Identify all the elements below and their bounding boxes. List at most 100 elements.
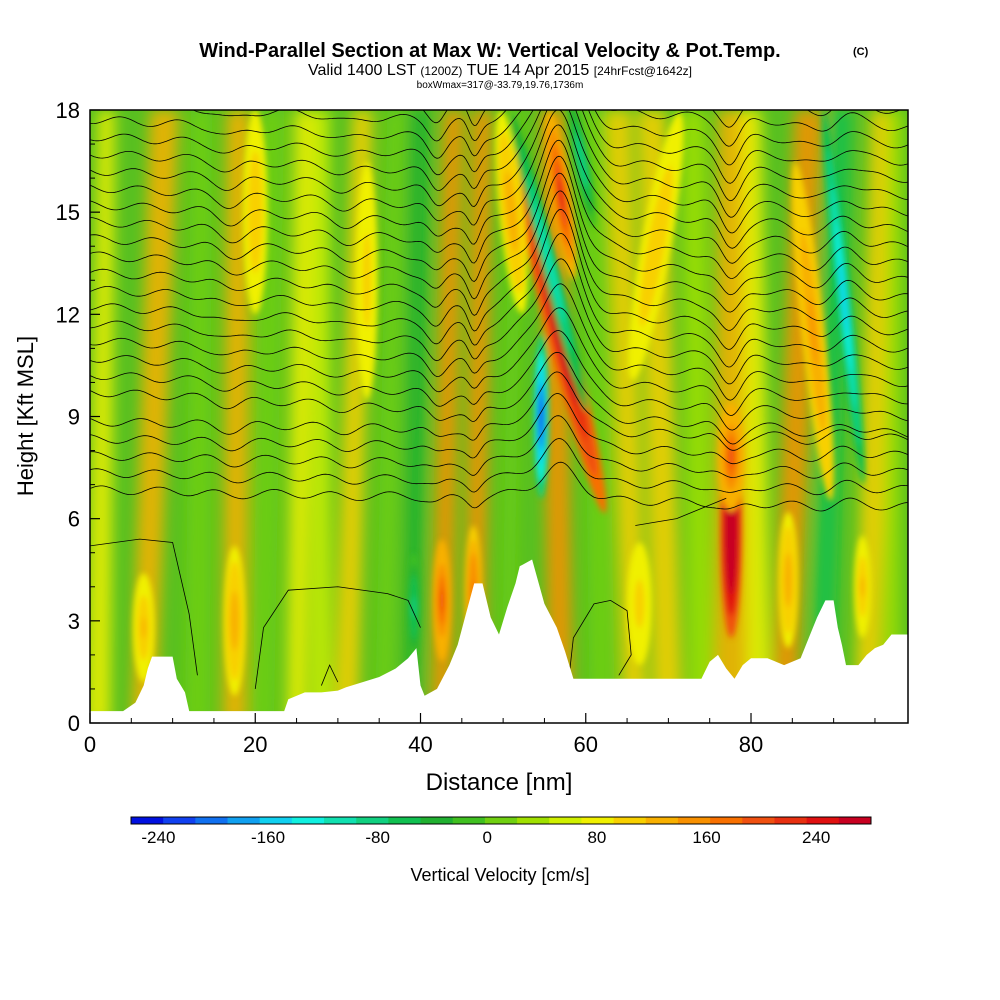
theta-contour	[90, 155, 908, 296]
velocity-band	[740, 110, 772, 723]
colorbar-swatch	[195, 817, 229, 824]
velocity-core	[364, 256, 369, 305]
plot-area	[90, 110, 908, 723]
velocity-band	[680, 110, 714, 723]
y-tick-label: 18	[56, 98, 80, 123]
theta-contour	[90, 461, 908, 512]
theta-contour	[90, 172, 908, 313]
velocity-band	[131, 110, 179, 723]
velocity-core	[232, 605, 237, 636]
colorbar-swatch	[324, 817, 357, 824]
colorbar: -240 -160 -80 0 80 160 240	[130, 816, 872, 847]
velocity-core	[252, 191, 258, 233]
potential-temperature-contours	[90, 110, 908, 689]
velocity-core	[839, 260, 848, 335]
theta-contour	[90, 283, 908, 401]
colorbar-swatch	[838, 817, 872, 824]
colorbar-swatch	[742, 817, 775, 824]
colorbar-frame	[130, 816, 872, 825]
velocity-core	[141, 616, 146, 639]
colorbar-label: Vertical Velocity [cm/s]	[410, 865, 589, 885]
theta-contour	[90, 110, 908, 218]
colorbar-swatch	[677, 817, 711, 824]
theta-contour	[90, 351, 908, 445]
theta-contour	[90, 371, 908, 451]
theta-contour	[90, 393, 908, 465]
theta-contour	[90, 110, 908, 249]
x-axis: 0 20 40 60 80	[84, 713, 876, 757]
colorbar-swatch	[356, 817, 389, 824]
colorbar-swatch	[420, 817, 454, 824]
velocity-core	[860, 576, 865, 597]
colorbar-swatch	[163, 817, 196, 824]
velocity-core	[539, 400, 544, 433]
x-tick-label: 40	[408, 732, 432, 757]
velocity-core	[650, 219, 662, 274]
y-axis: 0 3 6 9 12 15 18	[56, 98, 100, 736]
velocity-core	[786, 566, 791, 594]
theta-contour	[254, 586, 421, 689]
valid-time-utc: (1200Z)	[420, 64, 462, 78]
colorbar-swatch	[388, 817, 422, 824]
theta-contour	[192, 110, 908, 166]
valid-date: TUE 14 Apr 2015	[467, 62, 590, 79]
theta-contour	[90, 330, 908, 431]
colorbar-swatch	[452, 817, 486, 824]
x-tick-label: 0	[84, 732, 96, 757]
terrain	[90, 559, 908, 723]
colorbar-tick-label: -160	[251, 828, 285, 847]
colorbar-swatch	[484, 817, 518, 824]
theta-contour	[90, 258, 908, 385]
colorbar-tick-label: 240	[802, 828, 830, 847]
velocity-core	[557, 178, 565, 213]
velocity-band	[883, 110, 904, 723]
velocity-core	[729, 507, 734, 551]
colorbar-tick-label: 0	[483, 828, 492, 847]
velocity-band	[286, 110, 316, 723]
velocity-core	[508, 191, 515, 233]
velocity-core	[636, 591, 642, 617]
theta-contour	[90, 110, 908, 234]
y-tick-label: 9	[68, 405, 80, 430]
colorbar-swatch	[581, 817, 615, 824]
x-axis-label: Distance [nm]	[426, 769, 573, 796]
colorbar-swatch	[613, 817, 647, 824]
colorbar-swatch	[131, 817, 164, 824]
theta-contour	[90, 307, 908, 416]
theta-contour	[90, 110, 908, 202]
y-tick-label: 3	[68, 609, 80, 634]
colorbar-swatch	[806, 817, 840, 824]
colorbar-swatch	[645, 817, 679, 824]
velocity-band	[90, 110, 115, 723]
y-tick-label: 6	[68, 507, 80, 532]
theta-contour	[635, 497, 727, 526]
colorbar-swatch	[517, 817, 550, 824]
theta-contour	[90, 124, 908, 264]
velocity-field-core	[132, 110, 871, 696]
y-tick-label: 12	[56, 302, 80, 327]
velocity-core	[541, 233, 558, 293]
forecast-tag: [24hrFcst@1642z]	[594, 64, 692, 78]
colorbar-tick-label: 80	[587, 828, 606, 847]
theta-contour	[90, 438, 908, 496]
box-wmax-info: boxWmax=317@-33.79,19.76,1736m	[417, 80, 584, 91]
valid-time-line: Valid 1400 LST (1200Z) TUE 14 Apr 2015 […	[308, 62, 692, 79]
colorbar-swatch	[549, 817, 582, 824]
velocity-field-soft	[90, 110, 904, 723]
colorbar-tick-label: 160	[692, 828, 720, 847]
theta-contour	[90, 139, 908, 279]
theta-contour	[320, 664, 339, 686]
x-tick-label: 60	[574, 732, 598, 757]
colorbar-swatch	[259, 817, 293, 824]
theta-contour	[568, 599, 632, 676]
velocity-band	[581, 110, 615, 723]
velocity-band	[311, 110, 332, 723]
theta-contour	[90, 208, 908, 350]
colorbar-swatch	[710, 817, 743, 824]
y-tick-label: 0	[68, 711, 80, 736]
velocity-band	[375, 110, 404, 723]
theta-contour	[90, 538, 198, 676]
theta-contour	[90, 232, 908, 368]
colorbar-swatch	[291, 817, 325, 824]
colorbar-swatch	[227, 817, 261, 824]
